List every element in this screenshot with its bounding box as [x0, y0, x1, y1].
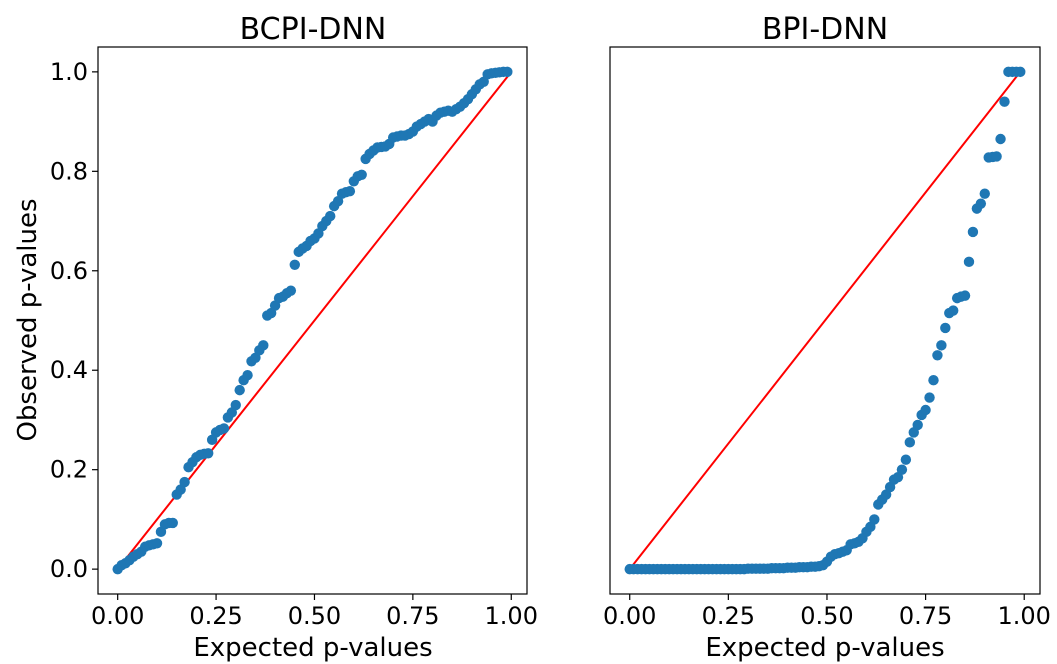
data-point	[179, 476, 190, 488]
data-point	[948, 305, 959, 316]
data-point	[979, 188, 990, 199]
data-point	[975, 198, 987, 209]
x-axis-label: Expected p-values	[193, 633, 432, 663]
data-point	[912, 419, 923, 431]
data-point	[258, 340, 269, 351]
data-point	[242, 370, 253, 381]
x-axis-label: Expected p-values	[705, 633, 944, 663]
data-point	[959, 290, 971, 301]
plot-area	[112, 66, 513, 575]
data-point	[896, 464, 908, 475]
y-tick-label: 1.0	[50, 58, 88, 86]
chart-title: BCPI-DNN	[240, 12, 387, 47]
bpi-dnn-panel: BPI-DNN 0.00 0.25 0.50 0.75 1.00 Expected p-…	[603, 12, 1051, 663]
data-point	[203, 448, 214, 459]
y-axis-ticks: 0.0 0.2 0.4 0.6 0.8 1.0	[50, 58, 98, 583]
y-tick-label: 0.6	[50, 257, 88, 285]
data-point	[167, 517, 178, 529]
chart-title: BPI-DNN	[762, 12, 888, 47]
y-tick-label: 0.8	[50, 157, 88, 185]
data-point	[995, 133, 1006, 145]
x-tick-label: 0.25	[702, 602, 755, 630]
plot-area	[624, 66, 1026, 575]
plot-frame	[97, 46, 528, 595]
data-point	[234, 384, 245, 396]
data-point	[924, 392, 935, 403]
y-axis-label: Observed p-values	[13, 198, 43, 441]
x-tick-label: 0.75	[386, 602, 439, 630]
data-point	[928, 374, 939, 386]
data-point	[900, 454, 912, 465]
x-tick-label: 1.00	[485, 602, 538, 630]
x-axis-ticks: 0.00 0.25 0.50 0.75 1.00	[91, 594, 538, 630]
data-point	[991, 151, 1002, 162]
x-tick-label: 0.00	[91, 602, 144, 630]
plot-frame	[609, 46, 1041, 595]
data-point	[904, 437, 916, 448]
data-point	[356, 169, 367, 180]
x-axis-ticks: 0.00 0.25 0.50 0.75 1.00	[603, 594, 1051, 630]
data-point	[940, 322, 951, 334]
data-point	[920, 404, 931, 416]
data-point	[999, 96, 1010, 107]
x-tick-label: 0.50	[288, 602, 341, 630]
y-tick-label: 0.2	[50, 456, 88, 484]
y-tick-label: 0.4	[50, 356, 88, 384]
x-tick-label: 0.50	[800, 602, 853, 630]
data-point	[502, 66, 513, 78]
data-point	[869, 514, 880, 525]
bcpi-dnn-panel: BCPI-DNN 0.00 0.25 0.50 0.75 1.00 0.00.20.40…	[13, 12, 538, 663]
data-point	[932, 350, 943, 361]
x-tick-label: 0.25	[189, 602, 242, 630]
data-point	[967, 226, 979, 238]
data-point	[1015, 66, 1026, 78]
x-tick-label: 0.00	[603, 602, 656, 630]
data-point	[963, 256, 975, 268]
data-point	[151, 538, 163, 549]
data-point	[230, 399, 241, 411]
data-point	[325, 210, 336, 222]
reference-line	[628, 71, 1022, 570]
x-tick-label: 1.00	[998, 602, 1051, 630]
data-point	[344, 186, 356, 197]
data-point	[218, 423, 230, 434]
y-tick-label: 0.0	[50, 555, 88, 583]
data-point	[936, 340, 947, 351]
x-tick-label: 0.75	[899, 602, 952, 630]
data-point	[289, 259, 300, 271]
data-point	[285, 285, 297, 296]
